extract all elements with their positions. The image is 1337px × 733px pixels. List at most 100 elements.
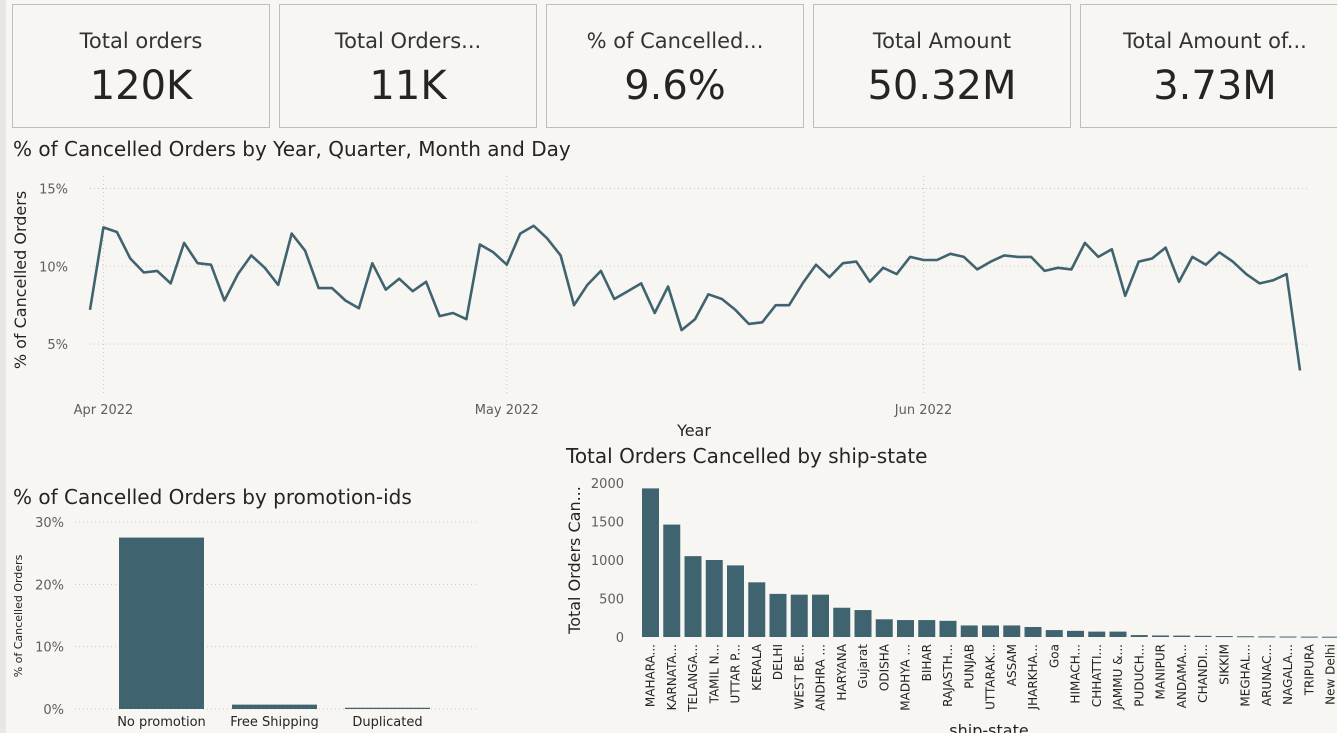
state-chart-x-tick-label: BIHAR bbox=[920, 644, 934, 681]
state-chart-x-tick-label: CHHATTI... bbox=[1090, 644, 1104, 707]
promo-bar-chart[interactable]: 0% 10% 20% 30% % of Cancelled Orders No promo… bbox=[0, 510, 560, 733]
state-chart-x-tick-label: ASSAM bbox=[1005, 644, 1019, 686]
state-chart-bar[interactable] bbox=[642, 488, 659, 637]
promo-chart-bar[interactable] bbox=[119, 537, 204, 709]
state-chart-x-tick-label: TRIPURA bbox=[1302, 643, 1316, 696]
promo-chart-bar[interactable] bbox=[232, 704, 317, 709]
state-chart-bar[interactable] bbox=[812, 594, 829, 637]
state-chart-bar[interactable] bbox=[1258, 636, 1276, 638]
kpi-value: 50.32M bbox=[867, 63, 1017, 109]
state-chart-x-tick-label: Goa bbox=[1047, 644, 1061, 668]
kpi-label: Total orders bbox=[79, 29, 203, 53]
state-chart-x-tick-label: RAJASTH... bbox=[941, 644, 955, 707]
state-chart-x-tick-label: JHARKHA... bbox=[1026, 644, 1040, 710]
state-chart-x-tick-label: Gujarat bbox=[856, 644, 870, 689]
state-chart-bar[interactable] bbox=[875, 619, 893, 637]
state-chart-bar[interactable] bbox=[1109, 631, 1127, 637]
state-chart-x-tick-label: KERALA bbox=[750, 643, 764, 690]
line-chart-title: % of Cancelled Orders by Year, Quarter, … bbox=[13, 137, 571, 161]
kpi-label: Total Amount of... bbox=[1123, 29, 1307, 53]
state-chart-bar[interactable] bbox=[663, 524, 681, 637]
state-chart-bar[interactable] bbox=[684, 556, 702, 637]
state-chart-bar[interactable] bbox=[833, 607, 851, 637]
state-chart-y-axis-label: Total Orders Can... bbox=[565, 486, 584, 635]
kpi-label: Total Orders... bbox=[334, 29, 482, 53]
state-chart-bar[interactable] bbox=[705, 560, 723, 637]
kpi-card-total-amount[interactable]: Total Amount 50.32M bbox=[813, 4, 1071, 128]
state-chart-bar[interactable] bbox=[790, 594, 808, 637]
kpi-card-total-amount-cancelled[interactable]: Total Amount of... 3.73M bbox=[1080, 4, 1337, 128]
state-chart-bar[interactable] bbox=[1067, 630, 1084, 637]
state-chart-bar[interactable] bbox=[918, 620, 936, 637]
promo-chart-title: % of Cancelled Orders by promotion-ids bbox=[13, 485, 412, 509]
state-chart-title: Total Orders Cancelled by ship-state bbox=[566, 444, 928, 468]
state-chart-bar[interactable] bbox=[1300, 636, 1318, 638]
promo-chart-x-tick-label: No promotion bbox=[117, 715, 206, 730]
state-chart-bar[interactable] bbox=[960, 625, 978, 637]
state-chart-x-tick-label: PUDUCH... bbox=[1132, 644, 1146, 707]
state-chart-y-tick-label: 1500 bbox=[591, 516, 624, 531]
state-chart-x-tick-label: CHANDI... bbox=[1196, 644, 1210, 703]
kpi-card-pct-cancelled[interactable]: % of Cancelled... 9.6% bbox=[546, 4, 804, 128]
state-chart-bar[interactable] bbox=[1322, 636, 1337, 638]
state-chart-bar[interactable] bbox=[1024, 626, 1042, 637]
state-chart-x-tick-label: TELANGA... bbox=[686, 644, 700, 713]
state-chart-y-tick-label: 0 bbox=[616, 631, 624, 646]
state-chart-bar[interactable] bbox=[982, 625, 999, 637]
state-bar-chart[interactable]: 0 500 1000 1500 2000 Total Orders Can... MAHAR… bbox=[560, 470, 1337, 733]
state-chart-x-tick-label: NAGALA... bbox=[1281, 644, 1295, 705]
line-chart-x-tick-label: May 2022 bbox=[475, 403, 539, 418]
state-chart-bar[interactable] bbox=[854, 610, 872, 637]
state-chart-x-tick-label: ANDAMA... bbox=[1175, 644, 1189, 708]
line-chart-x-tick-label: Jun 2022 bbox=[894, 403, 953, 418]
kpi-card-total-orders-cancelled[interactable]: Total Orders... 11K bbox=[279, 4, 537, 128]
state-chart-x-tick-label: MAHARA... bbox=[644, 644, 658, 707]
state-chart-x-tick-label: PUNJAB bbox=[962, 644, 976, 689]
state-chart-bar[interactable] bbox=[1130, 635, 1148, 637]
promo-chart-bar[interactable] bbox=[345, 707, 430, 709]
state-chart-x-tick-label: ARUNAC... bbox=[1260, 644, 1274, 706]
state-chart-x-tick-label: JAMMU &... bbox=[1111, 644, 1125, 711]
state-chart-x-tick-label: MADHYA ... bbox=[899, 644, 913, 711]
line-chart-x-axis-label: Year bbox=[676, 421, 711, 440]
state-chart-x-tick-label: UTTARAK... bbox=[984, 644, 998, 710]
state-chart-bar[interactable] bbox=[1237, 636, 1254, 638]
state-chart-bar[interactable] bbox=[1088, 631, 1106, 637]
promo-chart-y-tick-label: 0% bbox=[43, 703, 64, 718]
promo-chart-y-tick-label: 20% bbox=[35, 578, 64, 593]
state-chart-bar[interactable] bbox=[1003, 625, 1021, 637]
state-chart-bar[interactable] bbox=[727, 565, 744, 637]
state-chart-x-tick-label: ANDHRA ... bbox=[814, 644, 828, 711]
state-chart-bar[interactable] bbox=[1045, 630, 1063, 637]
state-chart-bar[interactable] bbox=[1173, 635, 1191, 637]
state-chart-x-tick-label: SIKKIM bbox=[1217, 644, 1231, 685]
state-chart-x-tick-label: New Delhi bbox=[1324, 644, 1337, 705]
line-chart[interactable]: 5% 10% 15% Apr 2022 May 2022 Jun 2022 Year % of… bbox=[0, 168, 1337, 440]
kpi-label: Total Amount bbox=[872, 29, 1012, 53]
state-chart-y-tick-label: 500 bbox=[599, 593, 624, 608]
kpi-card-total-orders[interactable]: Total orders 120K bbox=[12, 4, 270, 128]
state-chart-bar[interactable] bbox=[897, 620, 914, 637]
state-chart-x-axis-label: ship-state bbox=[949, 721, 1028, 733]
line-chart-y-tick-label: 5% bbox=[47, 338, 68, 353]
kpi-value: 3.73M bbox=[1153, 63, 1277, 109]
state-chart-x-tick-label: MANIPUR bbox=[1154, 644, 1168, 699]
state-chart-bar[interactable] bbox=[748, 582, 766, 637]
promo-chart-x-tick-label: Free Shipping bbox=[230, 715, 318, 730]
state-chart-x-tick-label: ODISHA bbox=[877, 643, 891, 691]
line-chart-y-tick-label: 15% bbox=[39, 182, 68, 197]
state-chart-y-tick-label: 1000 bbox=[591, 554, 624, 569]
state-chart-x-tick-label: HIMACH... bbox=[1069, 644, 1083, 704]
line-chart-y-tick-label: 10% bbox=[39, 260, 68, 275]
state-chart-y-tick-label: 2000 bbox=[591, 477, 624, 492]
state-chart-x-tick-label: KARNATA... bbox=[665, 644, 679, 710]
state-chart-bar[interactable] bbox=[939, 620, 957, 637]
state-chart-bar[interactable] bbox=[1194, 635, 1212, 637]
left-edge-bar bbox=[0, 0, 6, 733]
state-chart-bar[interactable] bbox=[769, 593, 787, 637]
line-chart-series-line[interactable] bbox=[88, 224, 1302, 371]
state-chart-bar[interactable] bbox=[1279, 636, 1297, 638]
state-chart-bar[interactable] bbox=[1152, 635, 1169, 637]
promo-chart-y-tick-label: 30% bbox=[35, 516, 64, 531]
state-chart-bar[interactable] bbox=[1215, 636, 1233, 638]
